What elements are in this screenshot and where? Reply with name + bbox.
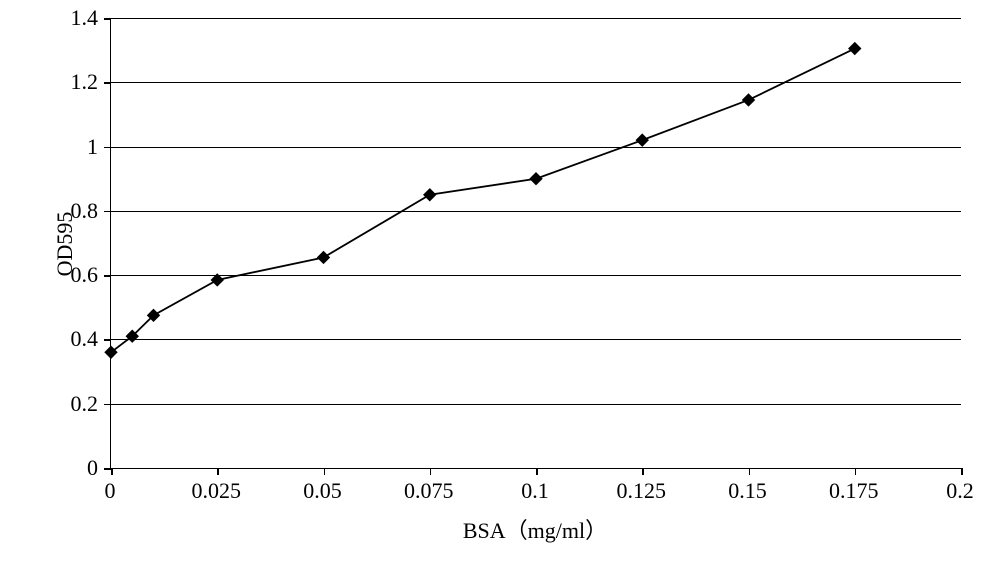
data-marker bbox=[318, 251, 330, 263]
data-marker bbox=[636, 134, 648, 146]
data-marker bbox=[424, 189, 436, 201]
y-tick-label: 1.4 bbox=[71, 5, 99, 31]
x-tick-label: 0.1 bbox=[495, 478, 575, 504]
x-tick-label: 0.15 bbox=[708, 478, 788, 504]
x-tick bbox=[111, 468, 113, 475]
y-gridline bbox=[111, 147, 961, 148]
x-tick-label: 0.125 bbox=[601, 478, 681, 504]
y-gridline bbox=[111, 211, 961, 212]
x-tick bbox=[642, 468, 644, 475]
x-tick-label: 0.05 bbox=[283, 478, 363, 504]
data-line bbox=[111, 49, 855, 353]
y-tick-label: 0.2 bbox=[71, 391, 99, 417]
y-tick-label: 0.4 bbox=[71, 326, 99, 352]
y-tick-label: 1.2 bbox=[71, 69, 99, 95]
y-gridline bbox=[111, 18, 961, 19]
y-gridline bbox=[111, 275, 961, 276]
y-tick-label: 0.8 bbox=[71, 198, 99, 224]
data-marker bbox=[849, 43, 861, 55]
data-marker bbox=[743, 94, 755, 106]
y-tick bbox=[104, 211, 111, 213]
y-tick bbox=[104, 339, 111, 341]
plot-svg bbox=[111, 18, 961, 468]
x-tick-label: 0.075 bbox=[389, 478, 469, 504]
y-tick bbox=[104, 275, 111, 277]
x-tick bbox=[855, 468, 857, 475]
chart-container: OD595 BSA（mg/ml） 00.20.40.60.811.21.400.… bbox=[0, 0, 1000, 586]
x-tick-label: 0.025 bbox=[176, 478, 256, 504]
y-gridline bbox=[111, 404, 961, 405]
y-tick bbox=[104, 18, 111, 20]
x-tick bbox=[536, 468, 538, 475]
y-tick bbox=[104, 82, 111, 84]
y-tick-label: 0.6 bbox=[71, 262, 99, 288]
y-tick bbox=[104, 404, 111, 406]
x-tick bbox=[217, 468, 219, 475]
data-marker bbox=[530, 173, 542, 185]
x-tick bbox=[961, 468, 963, 475]
x-axis-title: BSA（mg/ml） bbox=[110, 513, 960, 545]
plot-area bbox=[110, 18, 961, 469]
x-tick bbox=[749, 468, 751, 475]
y-gridline bbox=[111, 82, 961, 83]
x-tick-label: 0.175 bbox=[814, 478, 894, 504]
x-tick-label: 0.2 bbox=[920, 478, 1000, 504]
y-tick bbox=[104, 147, 111, 149]
x-tick bbox=[430, 468, 432, 475]
y-gridline bbox=[111, 339, 961, 340]
x-tick bbox=[324, 468, 326, 475]
y-tick-label: 1 bbox=[87, 134, 98, 160]
y-tick bbox=[104, 468, 111, 470]
x-tick-label: 0 bbox=[70, 478, 150, 504]
